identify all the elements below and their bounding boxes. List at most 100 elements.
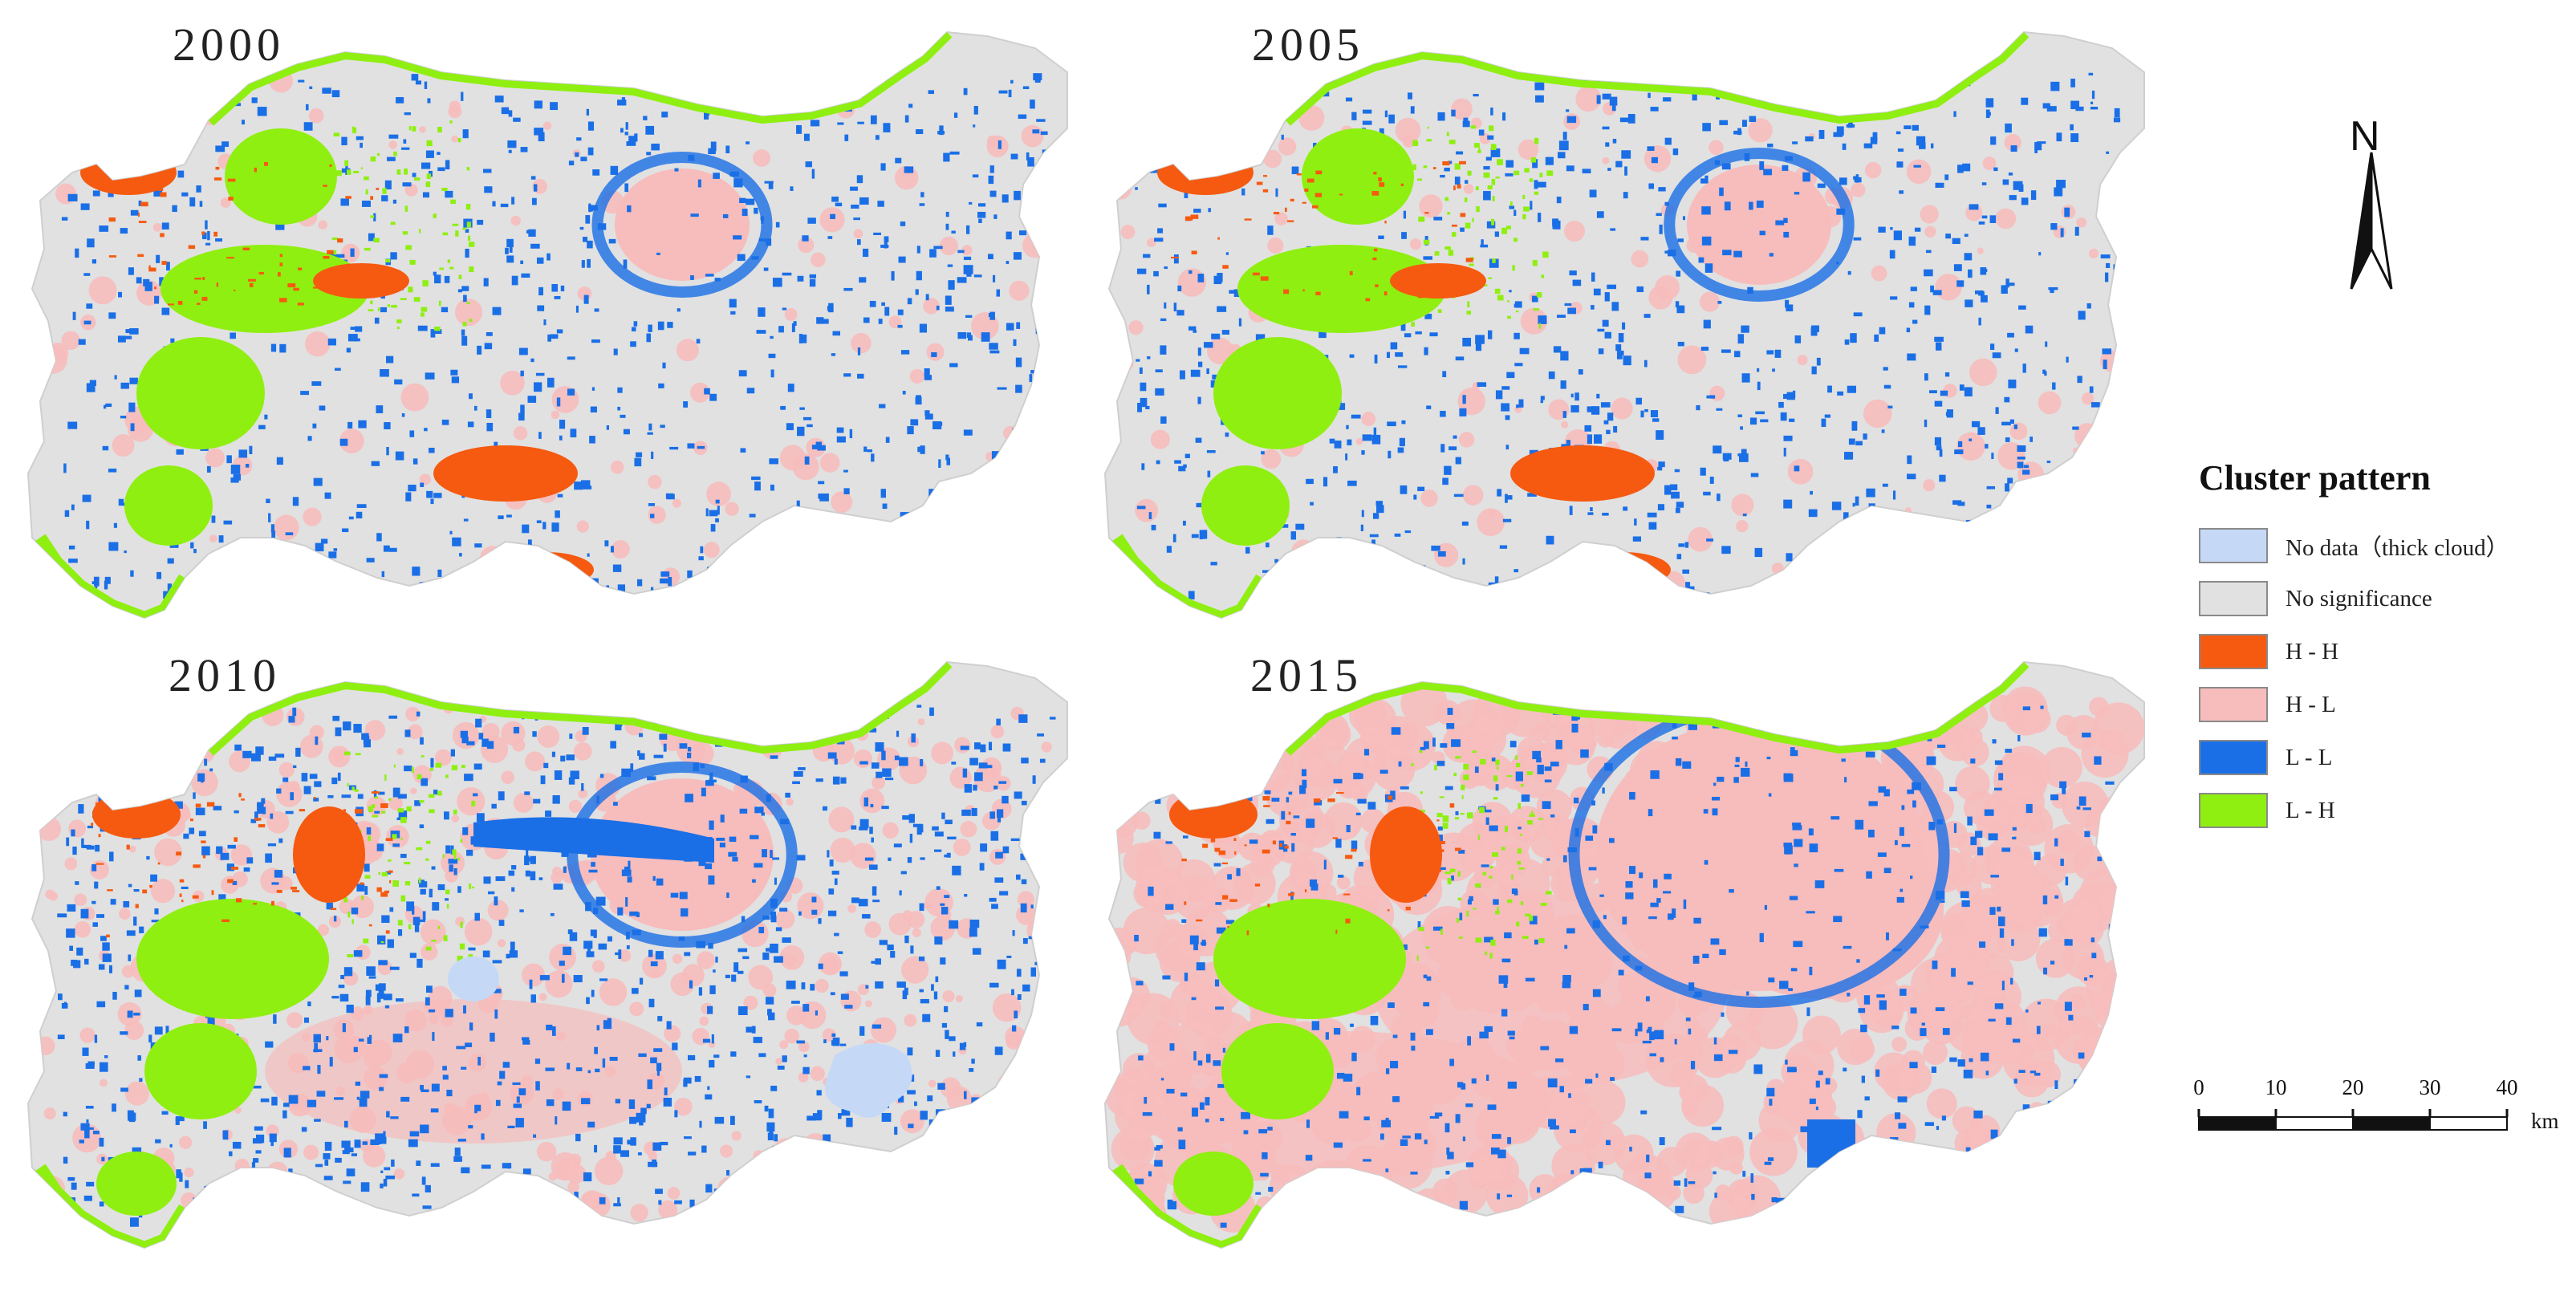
cluster-ll	[687, 746, 692, 752]
cluster-ll	[1014, 1010, 1018, 1019]
cluster-ll	[435, 329, 442, 335]
cluster-ll	[1682, 569, 1690, 574]
cluster-ll	[762, 708, 770, 712]
cluster-ll	[1929, 390, 1937, 394]
cluster-ll	[254, 811, 258, 822]
cluster-ll	[513, 1103, 522, 1108]
cluster-ll	[409, 430, 415, 437]
cluster-ll	[1030, 396, 1035, 402]
cluster-lh	[392, 834, 397, 839]
cluster-hl	[2069, 993, 2086, 1011]
cluster-ll	[1410, 106, 1415, 114]
cluster-hl	[1938, 723, 1977, 762]
cluster-lh	[364, 247, 371, 251]
cluster-ll	[920, 1111, 928, 1120]
cluster-ll	[1045, 477, 1051, 483]
cluster-ll	[190, 123, 200, 128]
cluster-ll	[324, 1141, 332, 1151]
cluster-ll	[167, 583, 173, 591]
cluster-ll	[401, 147, 410, 150]
cluster-hl	[522, 963, 546, 987]
cluster-lh	[462, 227, 466, 230]
cluster-ll	[1701, 236, 1712, 246]
cluster-hl	[1159, 941, 1201, 982]
cluster-ll	[699, 1120, 702, 1128]
cluster-ll	[917, 446, 920, 453]
cluster-hl	[1802, 1015, 1841, 1054]
cluster-ll	[354, 1139, 361, 1148]
cluster-lh	[1512, 265, 1515, 271]
cluster-hl	[1998, 745, 2050, 798]
cluster-ll	[384, 1167, 391, 1171]
cluster-ll	[220, 852, 230, 860]
cluster-ll	[1238, 318, 1242, 327]
cluster-hl	[393, 1168, 405, 1180]
cluster-ll	[876, 771, 883, 778]
cluster-hh	[1184, 216, 1190, 221]
cluster-ll	[709, 510, 718, 517]
cluster-ll	[1160, 416, 1167, 424]
cluster-ll	[674, 1200, 682, 1204]
cluster-hl	[500, 371, 525, 396]
cluster-hh	[385, 930, 390, 934]
cluster-ll	[1794, 192, 1800, 195]
cluster-lh	[391, 304, 397, 308]
cluster-ll	[752, 879, 756, 883]
cluster-hl	[2009, 896, 2034, 920]
cluster-ll	[1916, 136, 1926, 146]
cluster-hh	[227, 879, 234, 884]
cluster-ll	[367, 1212, 373, 1216]
cluster-lh	[457, 137, 461, 143]
cluster-ll	[1968, 269, 1973, 278]
cluster-ll	[1514, 363, 1523, 367]
cluster-hl	[1567, 725, 1598, 756]
cluster-ll	[2109, 565, 2119, 575]
cluster-ll	[1594, 434, 1603, 444]
cluster-ll	[939, 125, 944, 136]
cluster-ll	[1172, 534, 1176, 542]
cluster-ll	[925, 294, 929, 301]
cluster-ll	[437, 152, 441, 156]
cluster-ll	[1959, 384, 1965, 391]
cluster-ll	[183, 833, 189, 839]
cluster-ll	[1741, 373, 1750, 383]
cluster-ll	[432, 1032, 435, 1042]
cluster-ll	[1026, 152, 1030, 160]
cluster-hh	[1302, 201, 1306, 204]
cluster-ll	[876, 1175, 880, 1180]
cluster-ll	[704, 388, 710, 395]
cluster-ll	[1201, 153, 1209, 160]
cluster-hl	[909, 368, 924, 384]
cluster-ll	[474, 912, 480, 921]
cluster-hl	[735, 1203, 747, 1216]
cluster-ll	[68, 545, 75, 550]
cluster-ll	[139, 926, 144, 933]
cluster-ll	[919, 989, 924, 993]
cluster-ll	[270, 587, 277, 595]
cluster-hl	[591, 960, 605, 973]
cluster-ll	[1197, 396, 1201, 404]
cluster-ll	[78, 339, 86, 345]
cluster-ll	[340, 198, 349, 206]
cluster-ll	[1213, 275, 1222, 285]
cluster-hh	[179, 879, 185, 883]
cluster-ll	[863, 446, 867, 453]
cluster-ll	[189, 827, 195, 835]
cluster-ll	[429, 447, 435, 453]
cluster-ll	[879, 404, 886, 408]
cluster-ll	[660, 578, 669, 584]
cluster-ll	[309, 86, 313, 89]
cluster-ll	[388, 134, 399, 139]
cluster-ll	[96, 914, 105, 918]
cluster-ll	[1642, 1040, 1652, 1044]
cluster-lh	[374, 796, 379, 799]
cluster-ll	[1298, 91, 1303, 100]
cluster-ll	[1282, 88, 1286, 92]
cluster-ll	[309, 774, 318, 779]
cluster-ll	[1160, 345, 1167, 355]
cluster-hl	[831, 491, 853, 514]
cluster-ll	[1017, 993, 1022, 1000]
cluster-ll	[533, 184, 538, 192]
cluster-hl	[567, 1180, 579, 1193]
cluster-lh	[347, 912, 351, 918]
